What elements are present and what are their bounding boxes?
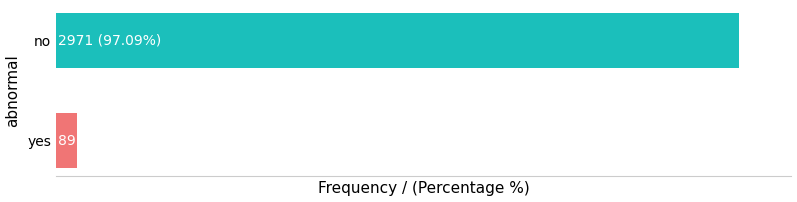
Text: 2971 (97.09%): 2971 (97.09%) bbox=[58, 34, 161, 48]
Y-axis label: abnormal: abnormal bbox=[6, 54, 21, 127]
Text: 89 (2.91%): 89 (2.91%) bbox=[58, 134, 135, 148]
X-axis label: Frequency / (Percentage %): Frequency / (Percentage %) bbox=[318, 181, 530, 196]
Bar bbox=[57, 113, 77, 168]
Bar bbox=[57, 13, 739, 68]
